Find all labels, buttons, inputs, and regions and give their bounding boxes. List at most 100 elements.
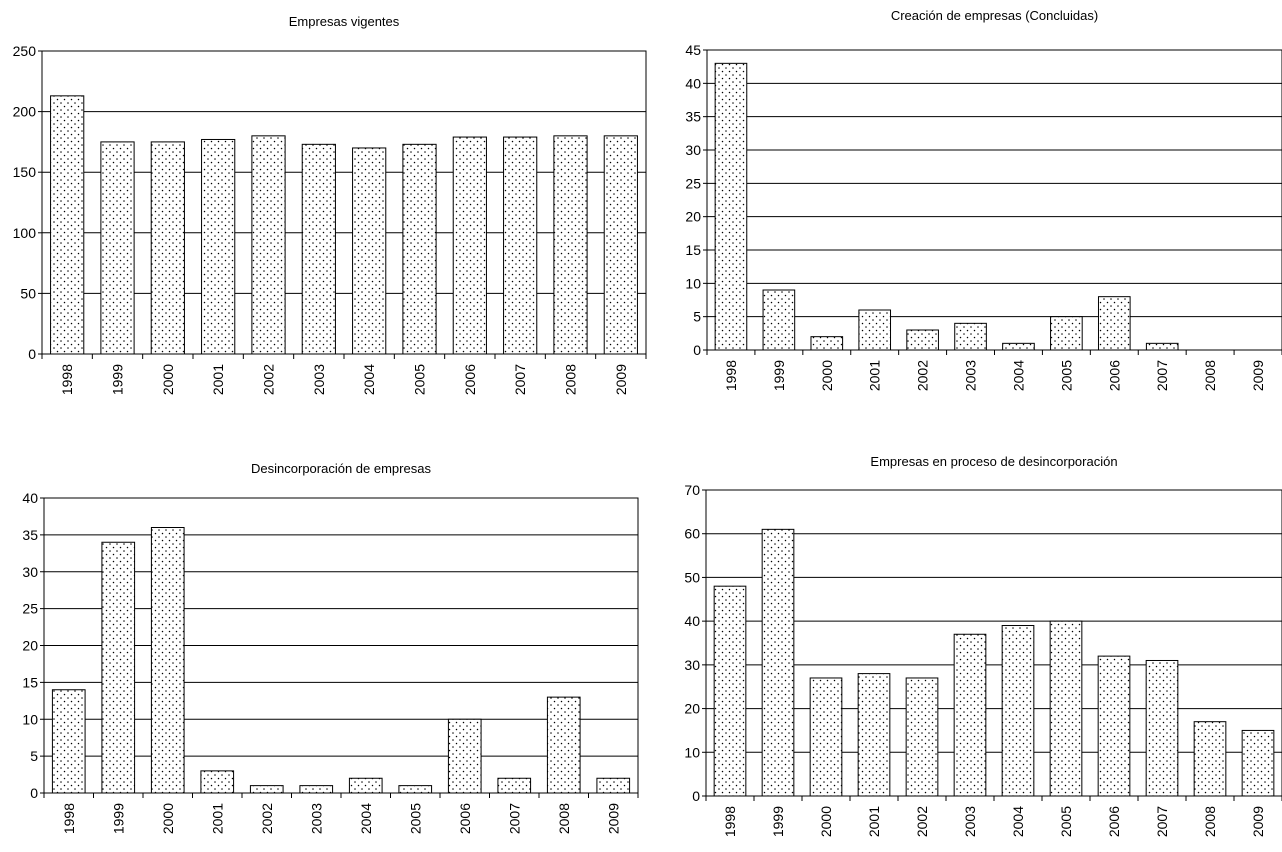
bar-2007 bbox=[497, 777, 532, 794]
bar-2000 bbox=[809, 677, 843, 797]
y-tick-label: 0 bbox=[28, 346, 36, 362]
bar-2006 bbox=[452, 136, 487, 355]
bar-2004 bbox=[348, 777, 383, 794]
x-tick-label: 2002 bbox=[261, 364, 277, 395]
y-tick-label: 25 bbox=[685, 175, 701, 191]
y-tick-label: 50 bbox=[684, 569, 700, 585]
x-tick-label: 2008 bbox=[563, 364, 579, 395]
bar-2008 bbox=[546, 696, 581, 794]
chart-title: Empresas en proceso de desincorporación bbox=[870, 454, 1117, 469]
x-tick-label: 2003 bbox=[963, 360, 979, 391]
bar-2003 bbox=[953, 633, 987, 797]
chart-4: Empresas en proceso de desincorporación 0… bbox=[684, 454, 1282, 837]
y-tick-label: 35 bbox=[22, 527, 38, 543]
y-tick-label: 35 bbox=[685, 109, 701, 125]
bar-2009 bbox=[596, 777, 631, 794]
y-tick-label: 0 bbox=[30, 785, 38, 801]
y-tick-label: 250 bbox=[13, 43, 37, 59]
bar-2000 bbox=[810, 336, 844, 351]
y-tick-label: 30 bbox=[685, 142, 701, 158]
bar-1999 bbox=[761, 528, 795, 797]
bar-1999 bbox=[101, 541, 136, 794]
x-tick-label: 1999 bbox=[110, 364, 126, 395]
bar-2004 bbox=[1002, 342, 1035, 351]
bar-2002 bbox=[905, 677, 939, 797]
y-tick-label: 30 bbox=[22, 564, 38, 580]
x-tick-label: 2006 bbox=[462, 364, 478, 395]
y-tick-label: 40 bbox=[685, 75, 701, 91]
bar-2000 bbox=[150, 141, 185, 355]
y-tick-label: 20 bbox=[684, 701, 700, 717]
bar-2002 bbox=[249, 785, 284, 794]
bar-2005 bbox=[1050, 316, 1083, 351]
x-tick-label: 2009 bbox=[1250, 360, 1266, 391]
y-tick-label: 10 bbox=[22, 711, 38, 727]
bar-2008 bbox=[553, 135, 588, 355]
bar-2007 bbox=[1145, 659, 1179, 797]
x-tick-label: 2007 bbox=[1154, 806, 1170, 837]
x-tick-label: 2003 bbox=[311, 364, 327, 395]
y-tick-label: 150 bbox=[13, 164, 37, 180]
x-tick-label: 2008 bbox=[556, 803, 572, 834]
y-tick-label: 60 bbox=[684, 526, 700, 542]
bar-2001 bbox=[858, 309, 892, 351]
x-tick-label: 2004 bbox=[361, 364, 377, 395]
x-tick-label: 2007 bbox=[506, 803, 522, 834]
x-tick-label: 2007 bbox=[512, 364, 528, 395]
bar-1999 bbox=[762, 289, 796, 351]
x-tick-label: 2005 bbox=[407, 803, 423, 834]
x-tick-label: 2005 bbox=[412, 364, 428, 395]
bar-2001 bbox=[857, 673, 891, 797]
bar-1998 bbox=[51, 689, 86, 794]
bar-2007 bbox=[503, 136, 538, 355]
x-tick-label: 2004 bbox=[1010, 360, 1026, 391]
chart-1: Empresas vigentes 0 50 100 150 200 250 1998 1999… bbox=[13, 14, 647, 395]
x-tick-label: 2006 bbox=[1106, 806, 1122, 837]
x-tick-label: 2008 bbox=[1202, 806, 1218, 837]
bar-2003 bbox=[299, 785, 334, 794]
x-tick-label: 2005 bbox=[1058, 806, 1074, 837]
bar-2006 bbox=[1097, 296, 1131, 351]
x-tick-label: 2005 bbox=[1058, 360, 1074, 391]
chart-title: Empresas vigentes bbox=[289, 14, 400, 29]
x-tick-label: 1998 bbox=[723, 360, 739, 391]
bar-2002 bbox=[906, 329, 939, 351]
x-tick-label: 2006 bbox=[1106, 360, 1122, 391]
x-tick-label: 1998 bbox=[61, 803, 77, 834]
x-tick-label: 2001 bbox=[209, 803, 225, 834]
y-tick-label: 5 bbox=[693, 309, 701, 325]
bar-2004 bbox=[352, 147, 387, 355]
y-tick-label: 15 bbox=[685, 242, 701, 258]
x-tick-label: 2002 bbox=[915, 360, 931, 391]
chart-title: Creación de empresas (Concluidas) bbox=[891, 8, 1098, 23]
x-tick-label: 2000 bbox=[160, 803, 176, 834]
bar-2009 bbox=[1241, 729, 1275, 797]
bar-2003 bbox=[954, 322, 987, 351]
bar-2005 bbox=[398, 785, 433, 794]
x-tick-label: 2004 bbox=[358, 803, 374, 834]
x-tick-label: 1998 bbox=[722, 806, 738, 837]
bar-1998 bbox=[50, 95, 85, 355]
x-tick-label: 2009 bbox=[613, 364, 629, 395]
y-tick-label: 30 bbox=[684, 657, 700, 673]
bar-2004 bbox=[1001, 625, 1035, 797]
chart-3: Desincorporación de empresas 0 5 10 15 20 25 30… bbox=[22, 461, 639, 834]
chart-title: Desincorporación de empresas bbox=[251, 461, 431, 476]
x-tick-label: 2001 bbox=[867, 360, 883, 391]
x-tick-label: 2000 bbox=[160, 364, 176, 395]
bar-1998 bbox=[713, 585, 747, 797]
y-tick-label: 10 bbox=[685, 275, 701, 291]
chart-2: Creación de empresas (Concluidas) 0 5 10 15 2… bbox=[685, 8, 1282, 391]
y-tick-label: 40 bbox=[684, 613, 700, 629]
x-tick-label: 2001 bbox=[210, 364, 226, 395]
bar-2001 bbox=[200, 770, 235, 794]
x-tick-label: 2003 bbox=[308, 803, 324, 834]
bar-2002 bbox=[251, 135, 286, 355]
x-tick-label: 2008 bbox=[1202, 360, 1218, 391]
y-tick-label: 10 bbox=[684, 744, 700, 760]
x-tick-label: 1998 bbox=[59, 364, 75, 395]
y-tick-label: 40 bbox=[22, 490, 38, 506]
x-tick-label: 2002 bbox=[914, 806, 930, 837]
x-tick-label: 2000 bbox=[819, 360, 835, 391]
